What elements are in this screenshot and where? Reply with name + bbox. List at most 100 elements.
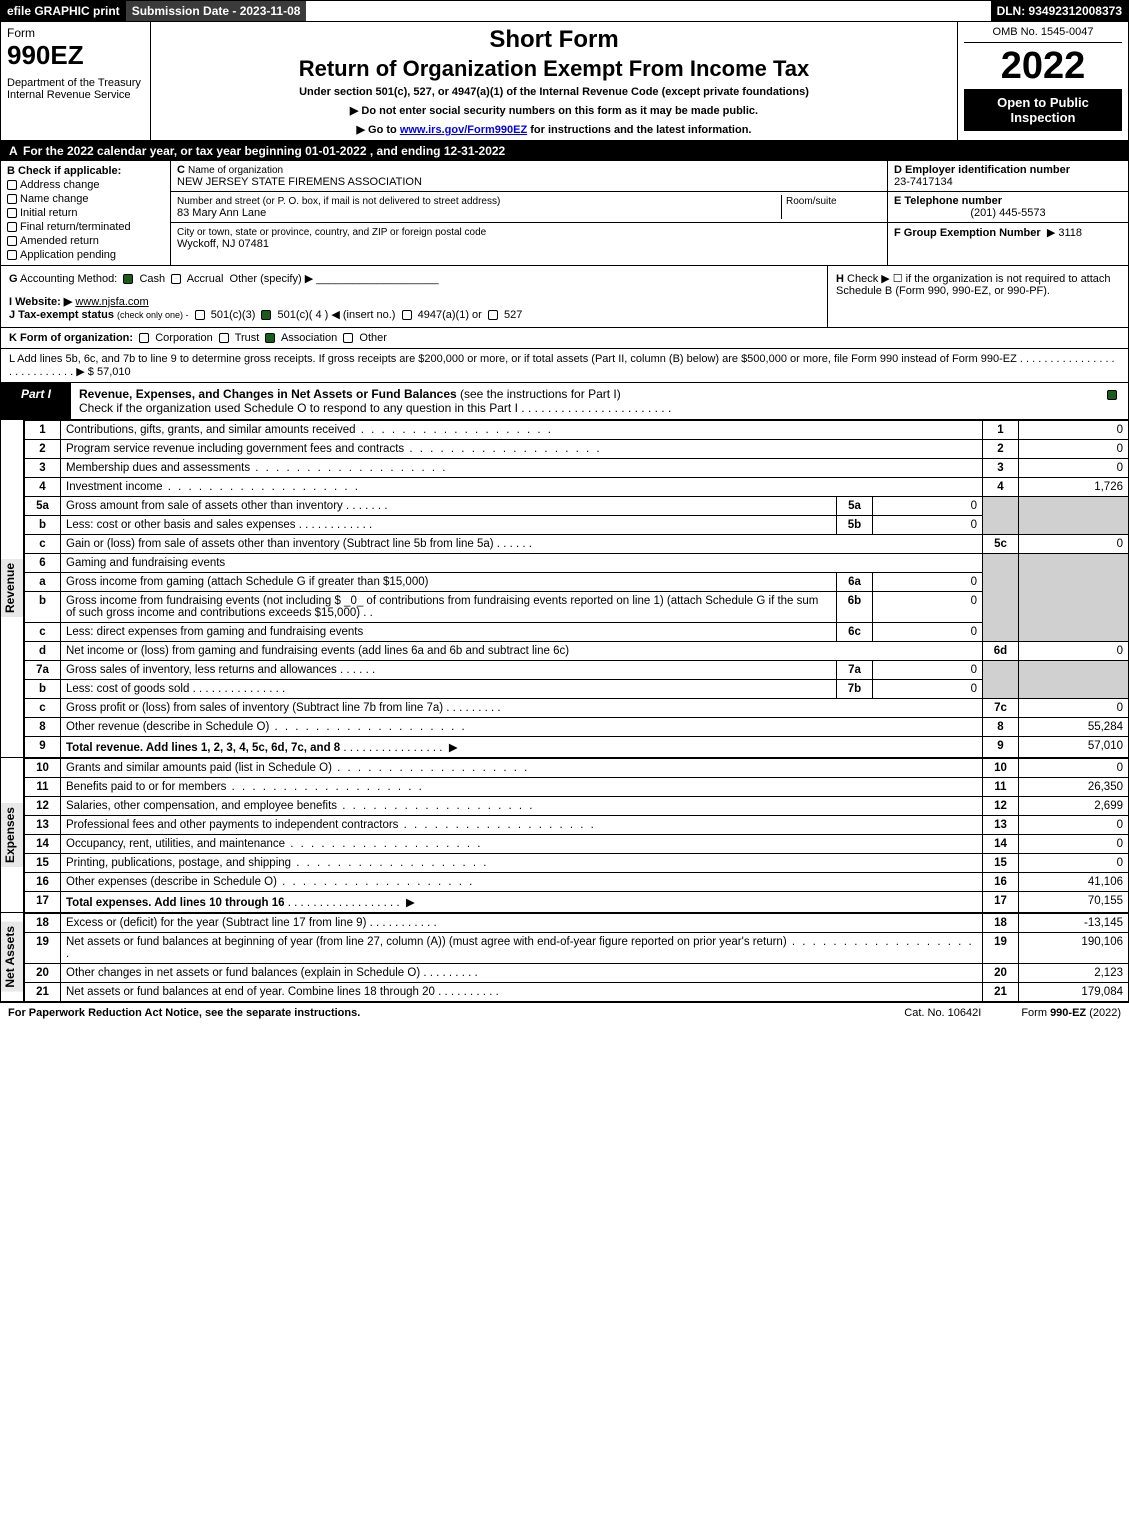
- ssn-note: ▶ Do not enter social security numbers o…: [157, 104, 951, 117]
- line-2: 2Program service revenue including gover…: [25, 440, 1129, 459]
- line-6: 6Gaming and fundraising events: [25, 554, 1129, 573]
- part1-tab: Part I: [1, 383, 71, 419]
- goto-post: for instructions and the latest informat…: [527, 124, 751, 136]
- f-lbl: F Group Exemption Number: [894, 227, 1041, 239]
- chk-name-change[interactable]: Name change: [7, 193, 164, 205]
- website[interactable]: www.njsfa.com: [75, 296, 148, 308]
- chk-527[interactable]: [488, 310, 498, 320]
- f-arrow: ▶: [1047, 227, 1055, 239]
- submission-date: Submission Date - 2023-11-08: [126, 1, 307, 21]
- g-text: Accounting Method:: [20, 273, 117, 285]
- line-7a: 7aGross sales of inventory, less returns…: [25, 661, 1129, 680]
- part1-title: Revenue, Expenses, and Changes in Net As…: [71, 383, 1098, 419]
- line-18: 18Excess or (deficit) for the year (Subt…: [25, 914, 1129, 933]
- section-def: D Employer identification number 23-7417…: [888, 161, 1128, 265]
- line-19: 19Net assets or fund balances at beginni…: [25, 933, 1129, 964]
- row-a-text: For the 2022 calendar year, or tax year …: [23, 144, 505, 158]
- chk-other[interactable]: [343, 333, 353, 343]
- line-17: 17Total expenses. Add lines 10 through 1…: [25, 892, 1129, 913]
- line-4: 4Investment income41,726: [25, 478, 1129, 497]
- part1-check[interactable]: [1098, 383, 1128, 419]
- org-name: NEW JERSEY STATE FIREMENS ASSOCIATION: [177, 176, 422, 188]
- line-5a: 5aGross amount from sale of assets other…: [25, 497, 1129, 516]
- line-6a: aGross income from gaming (attach Schedu…: [25, 573, 1129, 592]
- line-9: 9Total revenue. Add lines 1, 2, 3, 4, 5c…: [25, 737, 1129, 758]
- department: Department of the Treasury Internal Reve…: [7, 77, 144, 101]
- revenue-side-label: Revenue: [1, 420, 24, 758]
- header-center: Short Form Return of Organization Exempt…: [151, 22, 958, 140]
- k-block: K Form of organization: Corporation Trus…: [0, 328, 1129, 349]
- section-c: C Name of organization NEW JERSEY STATE …: [171, 161, 888, 265]
- line-15: 15Printing, publications, postage, and s…: [25, 854, 1129, 873]
- chk-final-return[interactable]: Final return/terminated: [7, 221, 164, 233]
- ein: 23-7417134: [894, 176, 953, 188]
- omb-number: OMB No. 1545-0047: [964, 26, 1122, 43]
- return-title: Return of Organization Exempt From Incom…: [157, 56, 951, 82]
- line-21: 21Net assets or fund balances at end of …: [25, 983, 1129, 1002]
- chk-cash[interactable]: [123, 274, 133, 284]
- netassets-table: 18Excess or (deficit) for the year (Subt…: [24, 913, 1129, 1002]
- revenue-section: Revenue 1Contributions, gifts, grants, a…: [0, 420, 1129, 758]
- gh-block: G Accounting Method: Cash Accrual Other …: [0, 266, 1129, 328]
- inspection-badge: Open to Public Inspection: [964, 89, 1122, 131]
- goto-pre: ▶ Go to: [357, 124, 400, 136]
- chk-assoc[interactable]: [265, 333, 275, 343]
- footer-left: For Paperwork Reduction Act Notice, see …: [8, 1007, 360, 1019]
- line-6d: dNet income or (loss) from gaming and fu…: [25, 642, 1129, 661]
- line-10: 10Grants and similar amounts paid (list …: [25, 759, 1129, 778]
- line-16: 16Other expenses (describe in Schedule O…: [25, 873, 1129, 892]
- chk-4947[interactable]: [402, 310, 412, 320]
- b-title: Check if applicable:: [18, 165, 121, 177]
- line-8: 8Other revenue (describe in Schedule O)8…: [25, 718, 1129, 737]
- chk-trust[interactable]: [219, 333, 229, 343]
- line-14: 14Occupancy, rent, utilities, and mainte…: [25, 835, 1129, 854]
- phone: (201) 445-5573: [894, 207, 1122, 219]
- chk-501c[interactable]: [261, 310, 271, 320]
- top-bar: efile GRAPHIC print Submission Date - 20…: [0, 0, 1129, 22]
- line-11: 11Benefits paid to or for members1126,35…: [25, 778, 1129, 797]
- l-text: L Add lines 5b, 6c, and 7b to line 9 to …: [9, 353, 1017, 365]
- chk-application-pending[interactable]: Application pending: [7, 249, 164, 261]
- addr2: Wyckoff, NJ 07481: [177, 238, 269, 250]
- c-label: C: [177, 164, 185, 176]
- k-lbl: K Form of organization:: [9, 332, 133, 344]
- form-word: Form: [7, 26, 144, 40]
- line-1: 1Contributions, gifts, grants, and simil…: [25, 421, 1129, 440]
- e-lbl: E Telephone number: [894, 195, 1002, 207]
- chk-501c3[interactable]: [195, 310, 205, 320]
- page-footer: For Paperwork Reduction Act Notice, see …: [0, 1002, 1129, 1023]
- j-lbl: J Tax-exempt status: [9, 309, 114, 321]
- chk-initial-return[interactable]: Initial return: [7, 207, 164, 219]
- info-grid: B Check if applicable: Address change Na…: [0, 161, 1129, 266]
- i-lbl: I Website: ▶: [9, 296, 72, 308]
- l-block: L Add lines 5b, 6c, and 7b to line 9 to …: [0, 349, 1129, 383]
- chk-amended-return[interactable]: Amended return: [7, 235, 164, 247]
- h-lbl: H: [836, 273, 844, 285]
- g-lbl: G: [9, 273, 18, 285]
- line-7b: bLess: cost of goods sold . . . . . . . …: [25, 680, 1129, 699]
- l-arrow: ▶ $: [76, 366, 94, 378]
- l-val: 57,010: [97, 366, 131, 378]
- row-a: AFor the 2022 calendar year, or tax year…: [0, 141, 1129, 161]
- chk-address-change[interactable]: Address change: [7, 179, 164, 191]
- expenses-table: 10Grants and similar amounts paid (list …: [24, 758, 1129, 913]
- room-lbl: Room/suite: [786, 196, 837, 207]
- efile-label: efile GRAPHIC print: [1, 1, 126, 21]
- netassets-side-label: Net Assets: [1, 913, 24, 1002]
- line-5c: cGain or (loss) from sale of assets othe…: [25, 535, 1129, 554]
- footer-center: Cat. No. 10642I: [904, 1007, 981, 1019]
- addr1-lbl: Number and street (or P. O. box, if mail…: [177, 196, 500, 207]
- dln: DLN: 93492312008373: [991, 1, 1128, 21]
- expenses-side-label: Expenses: [1, 758, 24, 913]
- revenue-table: 1Contributions, gifts, grants, and simil…: [24, 420, 1129, 758]
- header-right: OMB No. 1545-0047 2022 Open to Public In…: [958, 22, 1128, 140]
- f-val: 3118: [1058, 227, 1082, 239]
- header-left: Form 990EZ Department of the Treasury In…: [1, 22, 151, 140]
- line-3: 3Membership dues and assessments30: [25, 459, 1129, 478]
- part1-header: Part I Revenue, Expenses, and Changes in…: [0, 383, 1129, 420]
- line-13: 13Professional fees and other payments t…: [25, 816, 1129, 835]
- irs-link[interactable]: www.irs.gov/Form990EZ: [400, 124, 527, 136]
- line-20: 20Other changes in net assets or fund ba…: [25, 964, 1129, 983]
- chk-accrual[interactable]: [171, 274, 181, 284]
- chk-corp[interactable]: [139, 333, 149, 343]
